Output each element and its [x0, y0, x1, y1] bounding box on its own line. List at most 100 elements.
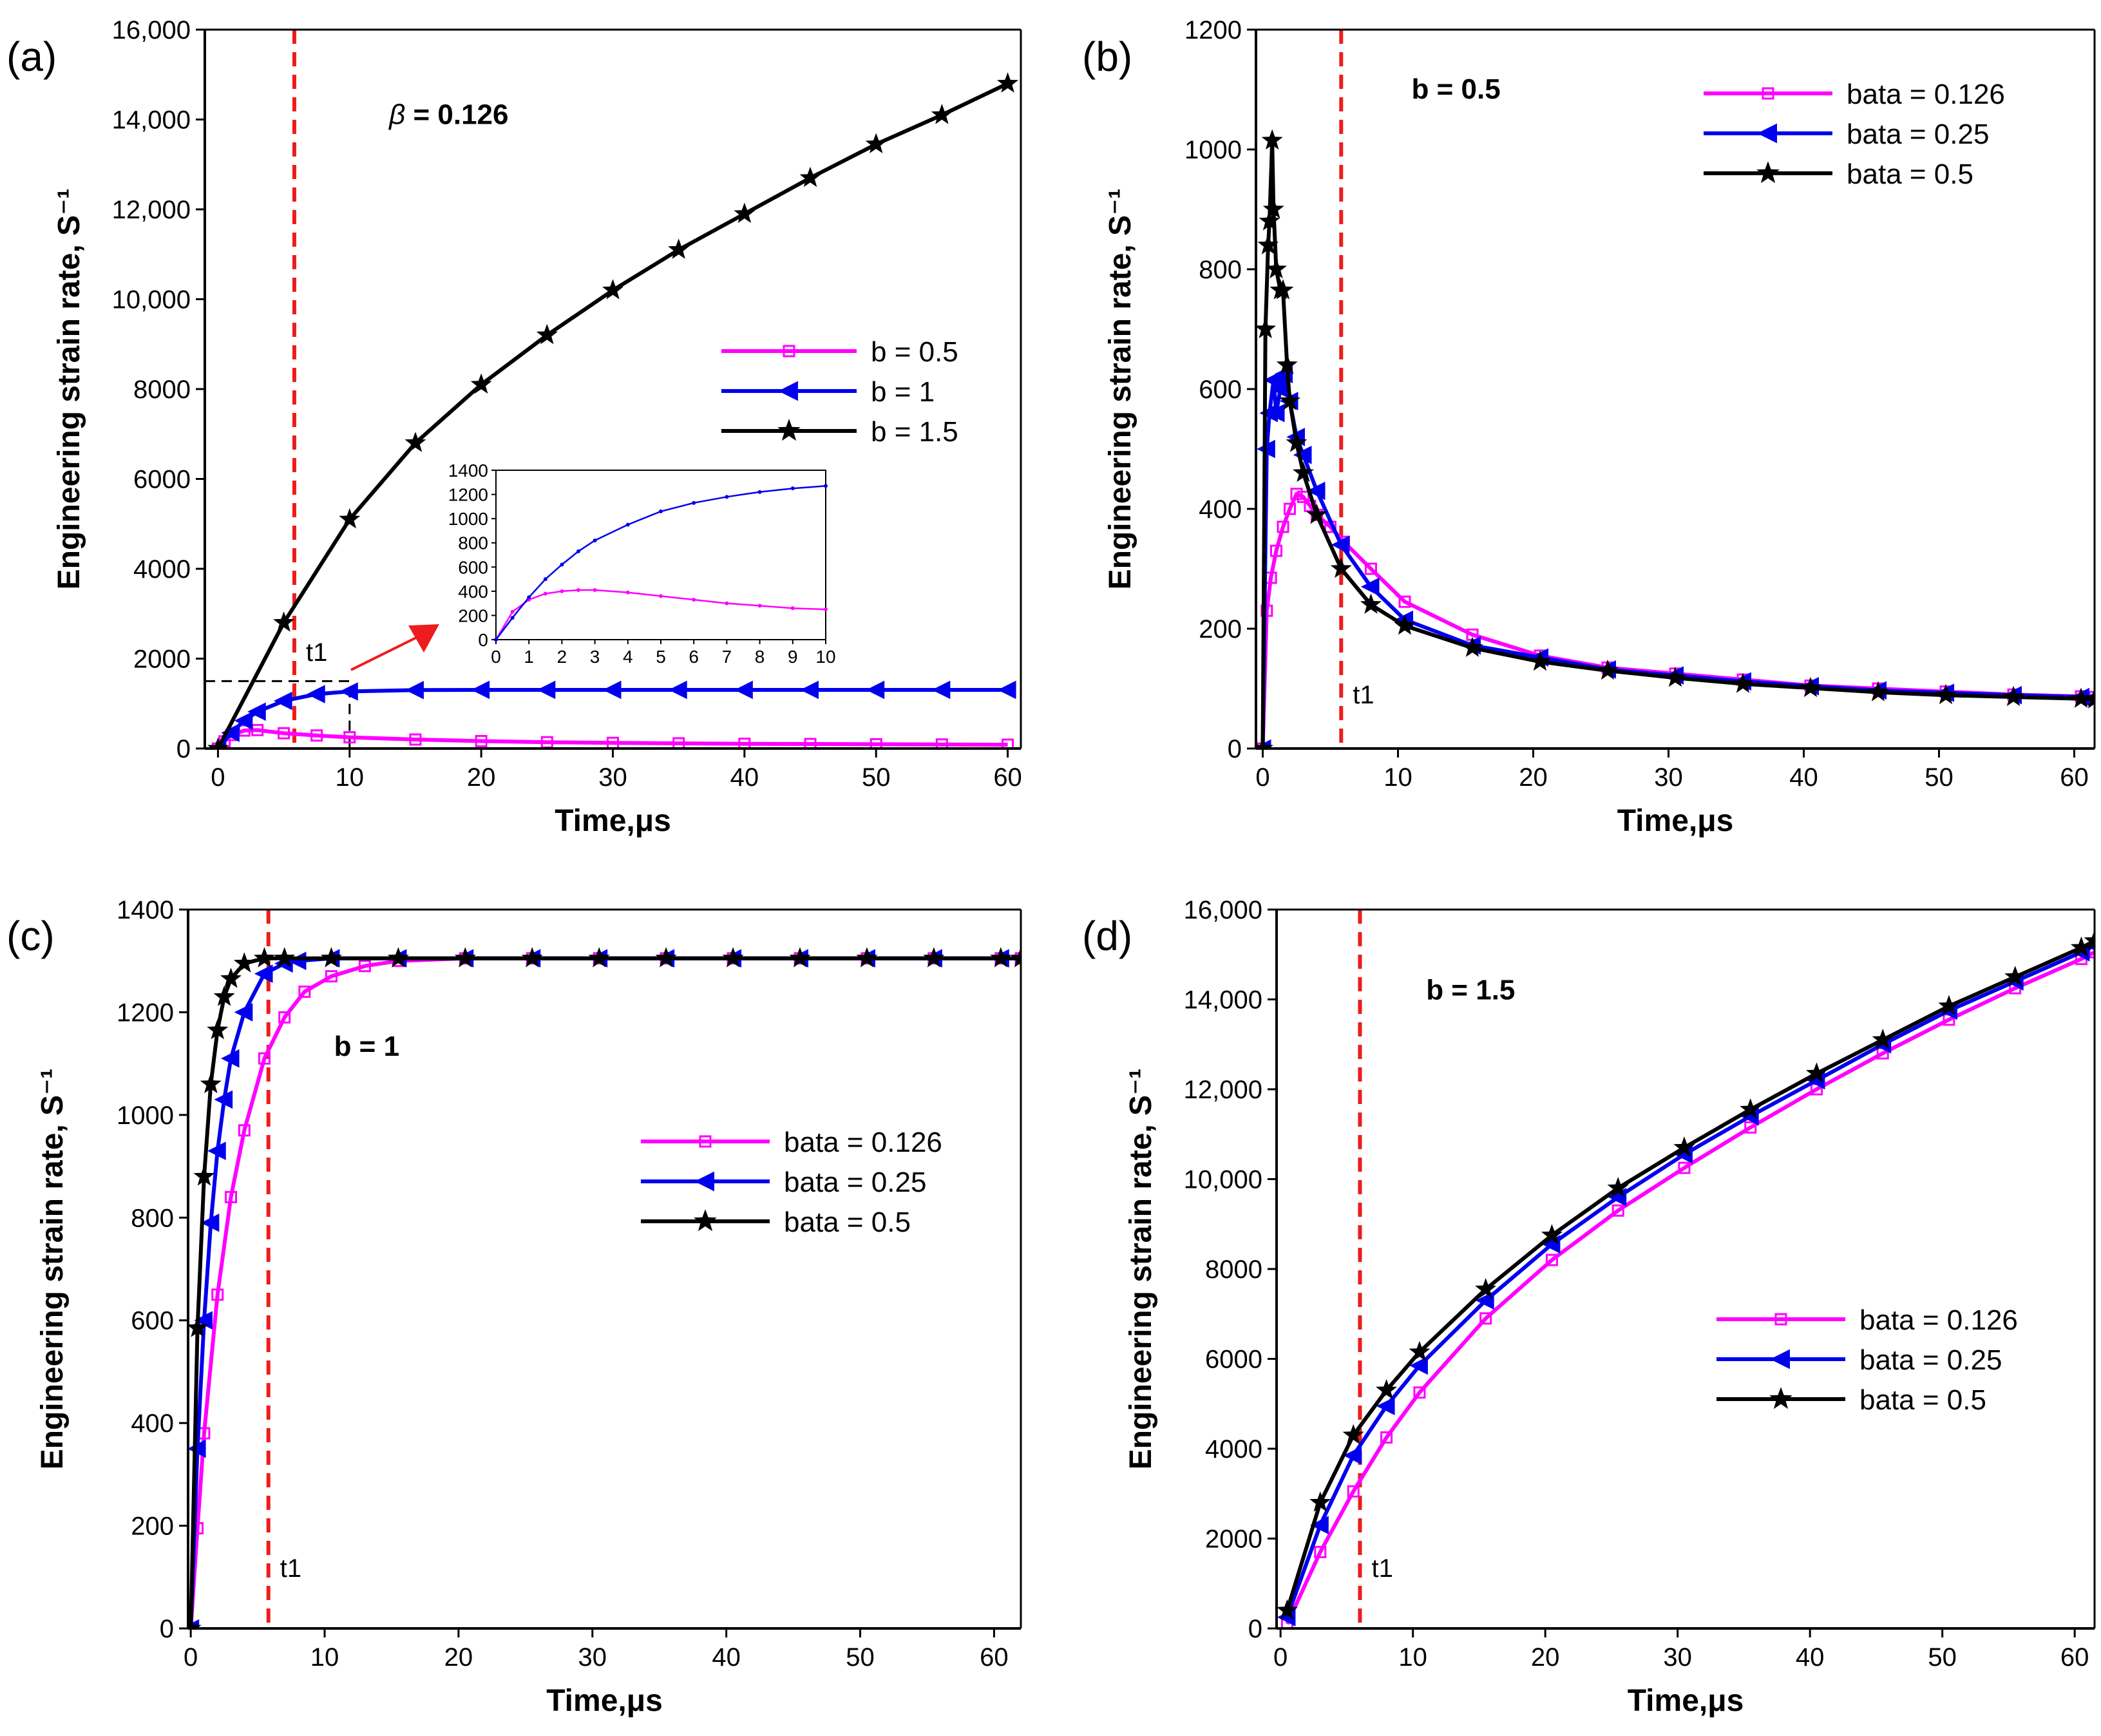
- data-point: [1805, 1062, 1827, 1083]
- data-point: [339, 508, 361, 529]
- inset-x-tick-label: 5: [656, 647, 666, 667]
- legend-entry-label: b = 0.5: [871, 336, 958, 368]
- inset-data-point: [560, 589, 564, 593]
- x-tick-label: 60: [2060, 1643, 2089, 1672]
- legend-marker: [778, 381, 798, 401]
- data-point: [1293, 461, 1314, 482]
- x-axis-label: Time,μs: [546, 1684, 663, 1718]
- legend-entry-label: bata = 0.25: [1859, 1344, 2002, 1376]
- t1-label: t1: [280, 1554, 301, 1583]
- inset-data-point: [824, 607, 828, 612]
- data-point: [200, 1073, 222, 1094]
- panel-annotation: b = 1: [334, 1031, 400, 1062]
- data-point: [870, 738, 882, 749]
- inset-data-point: [659, 594, 663, 598]
- data-point: [1872, 1028, 1894, 1049]
- legend-entry-label: b = 1: [871, 376, 935, 408]
- x-tick-label: 10: [310, 1643, 339, 1672]
- inset-frame: [495, 470, 826, 640]
- legend-entry-label: bata = 0.25: [784, 1167, 926, 1198]
- data-point: [471, 680, 490, 700]
- data-point: [1306, 503, 1327, 524]
- x-tick-label: 40: [712, 1643, 741, 1672]
- annotation-value: b = 1.5: [1426, 975, 1515, 1006]
- data-point: [2002, 685, 2024, 707]
- inset-series-1: [494, 484, 828, 642]
- data-point: [1938, 995, 1960, 1015]
- data-point: [1297, 490, 1309, 503]
- data-point: [865, 133, 887, 153]
- inset-data-point: [824, 484, 828, 488]
- legend-marker: [1757, 123, 1777, 144]
- data-point: [1276, 354, 1298, 374]
- data-layer: [205, 30, 1019, 749]
- data-point: [470, 373, 492, 394]
- y-tick-label: 400: [1199, 495, 1242, 524]
- panel-c: (c)0 10 20 30 40 50 60020040060080010001200140…: [6, 896, 1022, 1718]
- series-line: [189, 956, 1021, 1628]
- series-line: [1285, 950, 2095, 1625]
- data-point: [339, 682, 358, 701]
- data-point: [1475, 1278, 1497, 1299]
- data-point: [310, 729, 323, 742]
- t1-label: t1: [1353, 681, 1374, 709]
- data-point: [1262, 198, 1284, 219]
- legend-marker: [1770, 1349, 1790, 1369]
- y-tick-label: 6000: [133, 466, 191, 494]
- data-point: [454, 947, 476, 968]
- inset-data-point: [543, 577, 547, 582]
- data-point: [1394, 615, 1416, 635]
- annotation-value: b = 1: [334, 1031, 400, 1062]
- data-point: [1360, 593, 1382, 614]
- y-tick-label: 1200: [117, 998, 174, 1027]
- data-point: [1002, 738, 1014, 749]
- data-point: [1284, 502, 1296, 515]
- data-point: [1607, 1177, 1629, 1197]
- data-point: [1260, 604, 1273, 617]
- data-point: [1266, 403, 1285, 423]
- data-point: [188, 1617, 202, 1628]
- y-axis-label: Engineering strain rate, S⁻¹: [52, 189, 86, 590]
- data-point: [2084, 688, 2095, 709]
- data-point: [1744, 1121, 1757, 1134]
- legend-entry-label: bata = 0.5: [1859, 1384, 1986, 1416]
- y-tick-label: 10,000: [112, 286, 191, 314]
- inset-y-tick-label: 800: [458, 533, 488, 553]
- data-point: [734, 202, 756, 224]
- inset-data-point: [593, 538, 597, 542]
- data-point: [1597, 659, 1619, 680]
- x-tick-label: 20: [1531, 1643, 1560, 1672]
- y-tick-label: 600: [131, 1307, 174, 1335]
- data-point: [1376, 1397, 1395, 1416]
- data-point: [234, 711, 253, 730]
- y-tick-label: 200: [1199, 615, 1242, 644]
- inset-data-point: [593, 587, 597, 592]
- data-point: [247, 702, 266, 721]
- data-point: [1664, 666, 1686, 687]
- data-point: [2004, 966, 2026, 986]
- inset-data-point: [757, 490, 762, 494]
- data-point: [207, 1018, 229, 1040]
- data-point: [923, 947, 945, 968]
- data-point: [990, 947, 1012, 968]
- data-point: [668, 238, 690, 259]
- y-tick-label: 4000: [1205, 1435, 1262, 1464]
- x-tick-label: 50: [1925, 763, 1954, 792]
- legend: bata = 0.126 bata = 0.25 bata = 0.5: [1704, 79, 2005, 190]
- data-point: [274, 947, 296, 968]
- legend: bata = 0.126 bata = 0.25 bata = 0.5: [641, 1127, 942, 1238]
- panel-b: (b)0 10 20 30 40 50 60020040060080010001200Tim…: [1082, 16, 2096, 838]
- inset-x-tick-label: 9: [788, 647, 798, 667]
- x-tick-label: 40: [730, 763, 759, 792]
- data-point: [734, 680, 753, 700]
- data-point: [251, 723, 264, 736]
- data-point: [1261, 129, 1283, 150]
- y-axis-label: Engineering strain rate, S⁻¹: [1124, 1069, 1158, 1470]
- inset-y-tick-label: 1000: [448, 509, 488, 529]
- x-axis-label: Time,μs: [1628, 1684, 1744, 1718]
- data-point: [931, 680, 951, 700]
- inset-y-tick-label: 400: [458, 582, 488, 602]
- x-tick-label: 30: [1663, 1643, 1692, 1672]
- inset-data-point: [494, 638, 498, 642]
- data-point: [1257, 234, 1279, 254]
